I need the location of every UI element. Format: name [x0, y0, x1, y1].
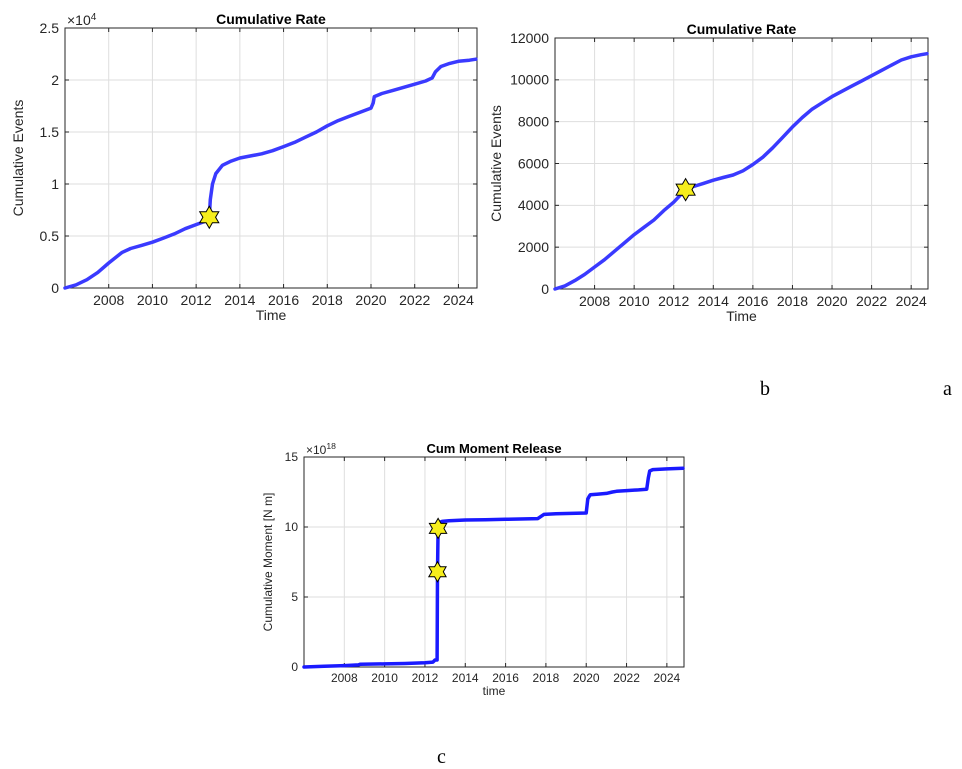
data-line [63, 57, 478, 290]
x-tick-label: 2008 [93, 292, 124, 308]
x-axis-label: Time [726, 308, 757, 324]
y-axis-label: Cumulative Events [488, 105, 504, 222]
x-tick-label: 2008 [331, 671, 358, 685]
x-tick-label: 2022 [856, 293, 887, 309]
y-axis-label: Cumulative Moment [N m] [261, 493, 275, 632]
exponent-label: ×1018 [306, 441, 336, 457]
y-tick-label: 12000 [510, 30, 549, 46]
x-axis-label: Time [256, 307, 287, 323]
star-marker [427, 560, 447, 583]
axes-box [303, 456, 685, 668]
data-line [302, 466, 685, 669]
chart-svg: 2008 2010 2012 2014 2016 2018 2020 2022 2024 0 200… [488, 21, 929, 324]
y-tick-label: 6000 [518, 155, 549, 171]
x-tick-label: 2010 [137, 292, 168, 308]
x-tick-label: 2018 [312, 292, 343, 308]
y-axis-label: Cumulative Events [10, 100, 26, 217]
y-tick-label: 10 [285, 520, 299, 534]
x-tick-label: 2016 [492, 671, 519, 685]
x-tick-label: 2008 [579, 293, 610, 309]
y-tick-label: 1.5 [40, 124, 60, 140]
y-tick-label: 8000 [518, 114, 549, 130]
x-tick-label: 2012 [181, 292, 212, 308]
chart-title: Cumulative Rate [687, 21, 797, 37]
x-tick-label: 2010 [619, 293, 650, 309]
exponent-label: ×104 [67, 12, 97, 28]
data-line [553, 51, 929, 291]
star-marker [428, 517, 448, 540]
x-tick-label: 2024 [654, 671, 681, 685]
x-tick-label: 2014 [452, 671, 479, 685]
chart-cumulative-rate-right: 2008 2010 2012 2014 2016 2018 2020 2022 2024 0 200… [480, 12, 962, 338]
star-marker [198, 205, 220, 230]
x-tick-label: 2018 [777, 293, 808, 309]
chart-title: Cum Moment Release [426, 441, 561, 456]
caption-c: c [437, 746, 446, 768]
x-tick-label: 2020 [355, 292, 386, 308]
x-tick-label: 2024 [896, 293, 927, 309]
star-marker [675, 177, 696, 202]
y-tick-label: 0 [541, 281, 549, 297]
caption-b: b [760, 378, 770, 400]
x-tick-label: 2022 [613, 671, 640, 685]
y-tick-label: 2.5 [40, 20, 60, 36]
y-tick-label: 0 [291, 660, 298, 674]
x-tick-label: 2016 [268, 292, 299, 308]
x-tick-label: 2014 [224, 292, 255, 308]
x-tick-label: 2010 [371, 671, 398, 685]
y-tick-label: 4000 [518, 197, 549, 213]
x-tick-label: 2024 [443, 292, 474, 308]
x-axis-label: time [483, 684, 506, 698]
y-tick-label: 5 [291, 590, 298, 604]
chart-svg: 2008 2010 2012 2014 2016 2018 2020 2022 2024 0 0.5… [10, 11, 478, 323]
x-tick-label: 2012 [412, 671, 439, 685]
chart-svg: 2008 2010 2012 2014 2016 2018 2020 2022 2024 0 5 10… [261, 441, 685, 698]
x-tick-label: 2014 [698, 293, 729, 309]
y-tick-label: 0 [51, 280, 59, 296]
x-tick-label: 2020 [816, 293, 847, 309]
x-tick-label: 2022 [399, 292, 430, 308]
caption-a: a [943, 378, 952, 400]
chart-title: Cumulative Rate [216, 11, 326, 27]
y-tick-label: 15 [285, 450, 299, 464]
y-tick-label: 0.5 [40, 228, 60, 244]
y-tick-label: 2 [51, 72, 59, 88]
axes-box [64, 27, 478, 289]
x-tick-label: 2016 [737, 293, 768, 309]
x-tick-label: 2018 [533, 671, 560, 685]
x-tick-label: 2012 [658, 293, 689, 309]
chart-cumulative-rate-left: 2008 2010 2012 2014 2016 2018 2020 2022 2024 0 0.5… [0, 8, 480, 338]
y-tick-label: 10000 [510, 72, 549, 88]
x-tick-label: 2020 [573, 671, 600, 685]
y-tick-label: 2000 [518, 239, 549, 255]
y-tick-label: 1 [51, 176, 59, 192]
chart-cum-moment-release: 2008 2010 2012 2014 2016 2018 2020 2022 2024 0 5 10… [245, 432, 690, 717]
